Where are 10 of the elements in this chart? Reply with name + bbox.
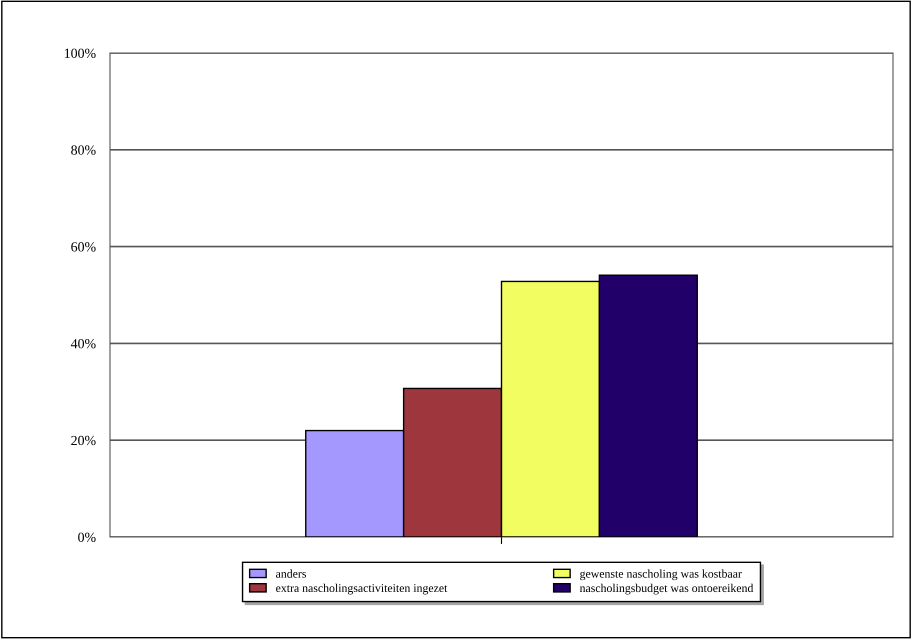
- y-tick-label: 60%: [71, 242, 96, 252]
- y-tick-label: 20%: [71, 436, 96, 446]
- legend-label: extra nascholingsactiviteiten ingezet: [276, 584, 448, 594]
- y-tick-label: 40%: [70, 338, 96, 348]
- legend-label: gewenste nascholing was kostbaar: [580, 569, 742, 580]
- legend-label: nascholingsbudget was ontoereikend: [580, 584, 754, 595]
- y-tick-label: 80%: [71, 145, 96, 155]
- y-tick-label: 0%: [78, 532, 96, 542]
- y-tick-label: 100%: [64, 48, 96, 58]
- legend-label: anders: [276, 569, 306, 578]
